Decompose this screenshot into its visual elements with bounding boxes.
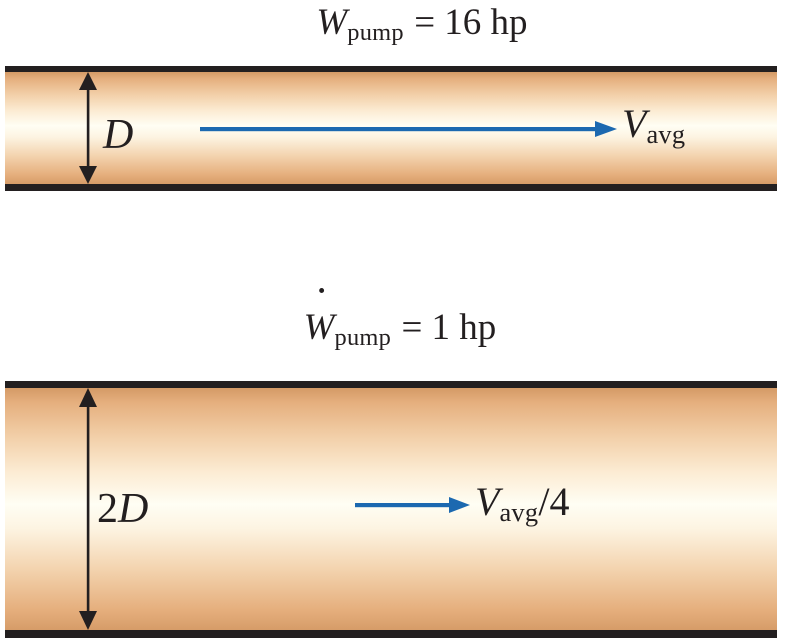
- pipe-bottom-arrows: [79, 388, 470, 630]
- flow-arrowhead: [595, 121, 617, 137]
- velocity-label: Vavg: [622, 101, 685, 148]
- pump-power-symbol: W: [303, 307, 335, 348]
- velocity-subscript: avg: [499, 497, 539, 528]
- diameter-arrow: [79, 388, 97, 630]
- diameter-arrowhead-up: [79, 72, 97, 90]
- velocity-symbol: V: [475, 479, 500, 524]
- flow-arrow: [355, 497, 470, 513]
- top-pump-power-label: Wpump = 16 hp: [28, 1, 788, 47]
- overdot-symbol: ˙: [313, 278, 330, 330]
- diameter-arrowhead-down: [79, 611, 97, 630]
- flow-arrow-shaft: [200, 127, 598, 132]
- diameter-arrowhead-up: [79, 388, 97, 407]
- diameter-label: 2D: [97, 488, 148, 530]
- pipe-small-diameter: D Vavg: [5, 66, 777, 191]
- velocity-symbol: V: [622, 101, 647, 146]
- diameter-arrow-shaft: [86, 82, 90, 174]
- pipe-top-arrows: [79, 72, 617, 184]
- flow-arrowhead: [449, 497, 470, 513]
- velocity-subscript: avg: [646, 119, 686, 150]
- pump-subscript: pump: [347, 19, 404, 47]
- pipe-large-diameter: 2D Vavg/4: [5, 381, 777, 638]
- pump-power-value: = 16 hp: [414, 2, 528, 43]
- bottom-pump-power-label: ˙ Wpump = 1 hp: [6, 281, 788, 352]
- rate-symbol-group: ˙ W: [303, 281, 335, 350]
- diameter-arrowhead-down: [79, 166, 97, 184]
- diameter-symbol: D: [118, 486, 149, 532]
- diameter-symbol: D: [103, 112, 134, 158]
- flow-arrow-shaft: [355, 503, 453, 508]
- pump-power-value: = 1 hp: [401, 307, 497, 348]
- diameter-coefficient: 2: [97, 486, 118, 532]
- velocity-suffix: /4: [538, 479, 570, 524]
- diameter-label: D: [103, 114, 133, 156]
- diameter-arrow-shaft: [86, 400, 90, 618]
- pump-subscript: pump: [334, 324, 392, 352]
- diameter-arrow: [79, 72, 97, 184]
- flow-arrow: [200, 121, 617, 137]
- velocity-label: Vavg/4: [475, 479, 570, 526]
- pump-power-symbol: W: [316, 2, 348, 43]
